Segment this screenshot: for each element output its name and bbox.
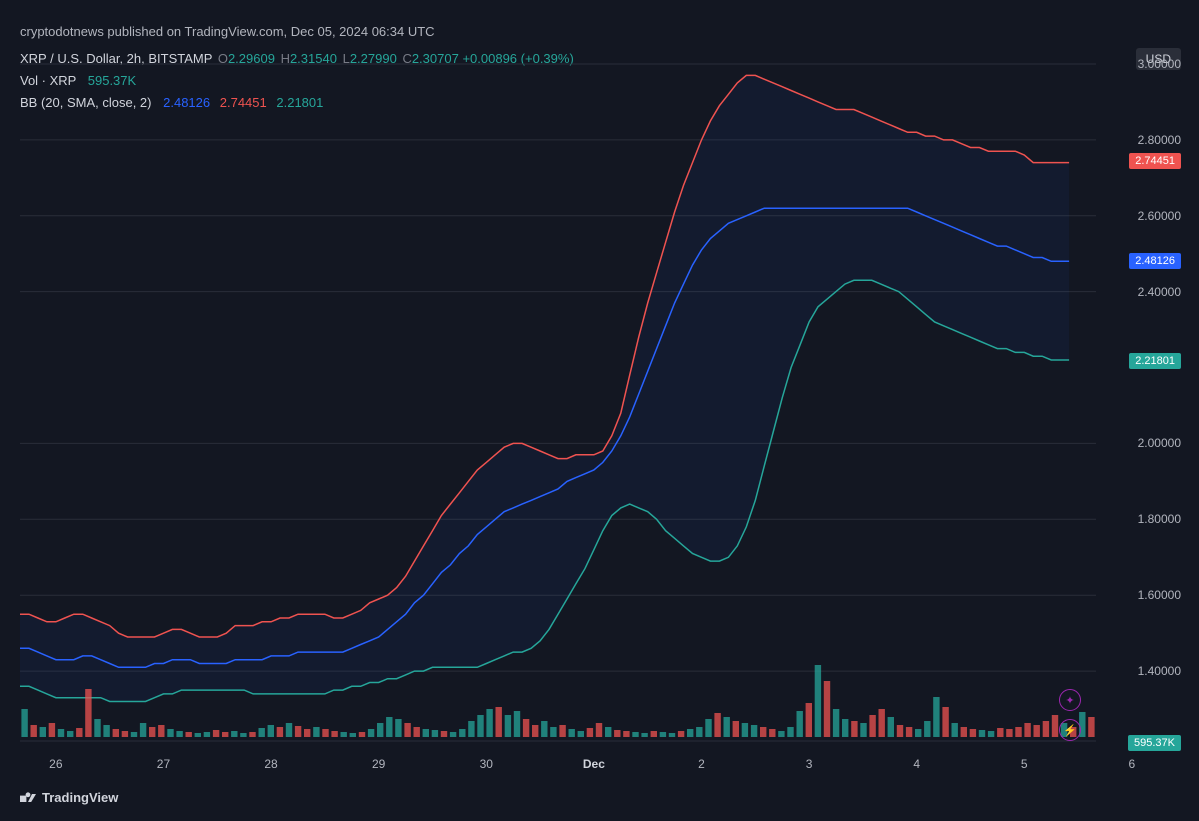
- y-tick: 2.40000: [1138, 285, 1181, 299]
- y-price-badge: 2.74451: [1129, 153, 1181, 169]
- publisher-line: cryptodotnews published on TradingView.c…: [20, 24, 435, 39]
- y-tick: 3.00000: [1138, 57, 1181, 71]
- x-tick: 5: [1021, 757, 1028, 771]
- x-tick: 27: [157, 757, 170, 771]
- y-tick: 1.40000: [1138, 664, 1181, 678]
- bolt-icon[interactable]: ⚡: [1059, 719, 1081, 741]
- y-price-badge: 595.37K: [1128, 735, 1181, 751]
- x-axis: 2627282930Dec23456: [20, 757, 1096, 777]
- y-price-badge: 2.21801: [1129, 353, 1181, 369]
- y-axis: 3.00000 2.80000 2.60000 2.40000 2.00000 1.800…: [1101, 45, 1181, 747]
- x-tick: 3: [806, 757, 813, 771]
- x-tick: 2: [698, 757, 705, 771]
- y-price-badge: 2.48126: [1129, 253, 1181, 269]
- sparkle-icon[interactable]: ✦: [1059, 689, 1081, 711]
- indicator-icons: ✦ ⚡: [1059, 689, 1081, 741]
- x-tick: 4: [913, 757, 920, 771]
- y-tick: 1.60000: [1138, 588, 1181, 602]
- tv-brand-text: TradingView: [42, 790, 118, 805]
- y-tick: 1.80000: [1138, 512, 1181, 526]
- x-tick: 26: [49, 757, 62, 771]
- x-tick: 6: [1129, 757, 1136, 771]
- x-tick: 30: [480, 757, 493, 771]
- y-tick: 2.80000: [1138, 133, 1181, 147]
- tradingview-logo: TradingView: [20, 790, 118, 805]
- tv-icon: [20, 792, 36, 804]
- price-chart[interactable]: [20, 45, 1096, 747]
- x-tick: 29: [372, 757, 385, 771]
- y-tick: 2.60000: [1138, 209, 1181, 223]
- y-tick: 2.00000: [1138, 436, 1181, 450]
- x-tick: 28: [264, 757, 277, 771]
- x-tick: Dec: [583, 757, 605, 771]
